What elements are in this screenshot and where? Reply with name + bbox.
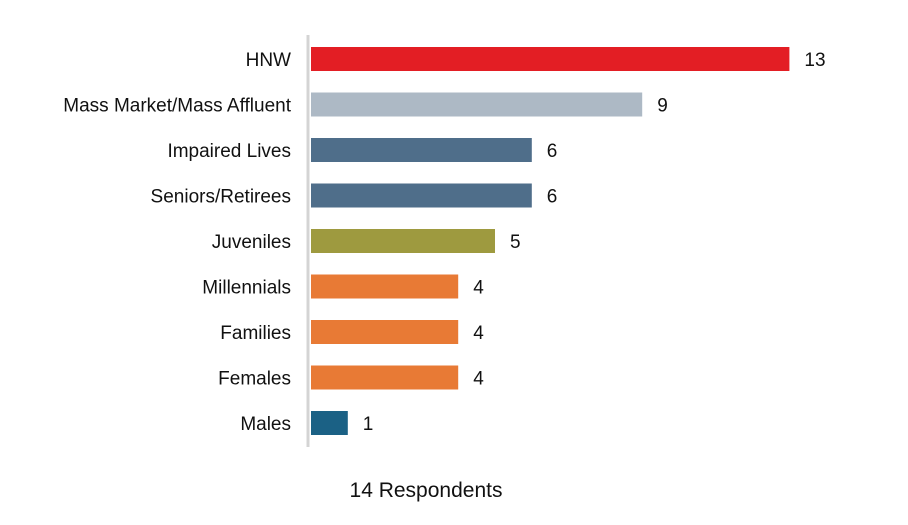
category-label-mass-market-mass-affluent: Mass Market/Mass Affluent xyxy=(63,96,291,117)
bar-males xyxy=(311,411,348,435)
value-label-hnw: 13 xyxy=(804,50,825,71)
category-label-hnw: HNW xyxy=(246,50,291,71)
category-label-seniors-retirees: Seniors/Retirees xyxy=(151,187,291,208)
value-label-mass-market-mass-affluent: 9 xyxy=(657,96,668,117)
value-label-males: 1 xyxy=(363,414,374,435)
category-label-families: Families xyxy=(220,323,291,344)
bar-seniors-retirees xyxy=(311,183,532,208)
respondents-footnote: 14 Respondents xyxy=(350,479,503,502)
bar-females xyxy=(311,365,459,390)
category-label-males: Males xyxy=(240,414,291,435)
value-label-juveniles: 5 xyxy=(510,232,521,253)
bar-impaired-lives xyxy=(311,138,532,162)
bar-families xyxy=(311,320,459,344)
value-label-millennials: 4 xyxy=(473,278,484,299)
bar-mass-market-mass-affluent xyxy=(311,92,643,117)
category-label-impaired-lives: Impaired Lives xyxy=(167,141,291,162)
category-label-millennials: Millennials xyxy=(202,278,291,299)
category-label-juveniles: Juveniles xyxy=(212,232,291,253)
value-labels-group: 13 9 6 6 5 4 4 4 1 xyxy=(363,50,826,435)
value-label-seniors-retirees: 6 xyxy=(547,187,558,208)
value-label-females: 4 xyxy=(473,369,484,390)
category-label-females: Females xyxy=(218,369,291,390)
bar-millennials xyxy=(311,274,459,299)
bar-juveniles xyxy=(311,229,495,253)
bar-hnw xyxy=(311,47,790,71)
value-label-impaired-lives: 6 xyxy=(547,141,558,162)
category-labels-group: HNW Mass Market/Mass Affluent Impaired Liv… xyxy=(63,50,291,435)
bars-group xyxy=(311,47,790,435)
value-label-families: 4 xyxy=(473,323,484,344)
